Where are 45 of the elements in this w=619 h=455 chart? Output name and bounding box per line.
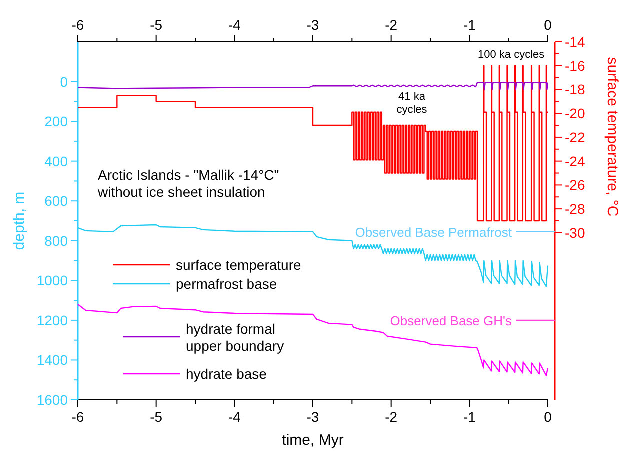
ref-line-label: Observed Base GH's [390, 313, 512, 328]
y-tick-label: 0 [60, 74, 68, 90]
y2-tick-label: -16 [565, 58, 586, 74]
y2-tick-label: -28 [565, 201, 586, 218]
y2-tick-label: -30 [565, 224, 586, 241]
legend-label: hydrate formal upper boundary [186, 321, 284, 354]
x2-tick-label: -2 [385, 17, 398, 33]
y-tick-label: 1200 [36, 312, 68, 328]
annotation: 100 ka cycles [478, 49, 546, 61]
x-tick-label: -2 [385, 409, 398, 425]
x-tick-label: -6 [72, 409, 84, 425]
ref-line-label: Observed Base Permafrost [355, 224, 512, 240]
x-tick-label: -4 [228, 409, 242, 425]
y-tick-label: 1000 [36, 272, 68, 289]
x-tick-label: -5 [150, 409, 163, 425]
x2-tick-label: 0 [544, 17, 552, 33]
y2-tick-label: -18 [565, 82, 586, 98]
y-tick-label: 200 [44, 114, 68, 130]
x-tick-label: -3 [306, 409, 320, 425]
y2-axis-title: surface temperature, °C [604, 57, 619, 217]
y-tick-label: 800 [44, 232, 68, 249]
y2-tick-label: -14 [565, 34, 586, 50]
y-tick-label: 400 [44, 153, 68, 170]
x2-tick-label: -1 [463, 17, 476, 33]
x-tick-label: -1 [463, 409, 476, 425]
legend-label: surface temperature [176, 257, 302, 273]
line-series [77, 82, 549, 90]
x2-tick-label: -4 [228, 17, 242, 33]
x-tick-label: 0 [544, 409, 552, 425]
legend-label: permafrost base [176, 276, 278, 292]
annotation: 41 ka cycles [396, 91, 428, 116]
y-axis-title: depth, m [11, 192, 28, 250]
legend-label: hydrate base [186, 366, 268, 382]
y2-tick-label: -20 [565, 106, 586, 122]
y-tick-label: 1400 [36, 352, 68, 368]
x2-tick-label: -5 [150, 17, 163, 33]
y-tick-label: 600 [44, 193, 68, 210]
x-axis-title: time, Myr [282, 432, 344, 449]
x2-tick-label: -3 [306, 17, 320, 33]
annotation: Arctic Islands - "Mallik -14°C" without ice sheet insulation [97, 167, 280, 200]
x2-tick-label: -6 [72, 17, 84, 33]
y2-tick-label: -22 [565, 129, 586, 146]
y-tick-label: 1600 [36, 392, 68, 408]
y2-tick-label: -24 [565, 153, 586, 170]
y2-tick-label: -26 [565, 177, 586, 194]
